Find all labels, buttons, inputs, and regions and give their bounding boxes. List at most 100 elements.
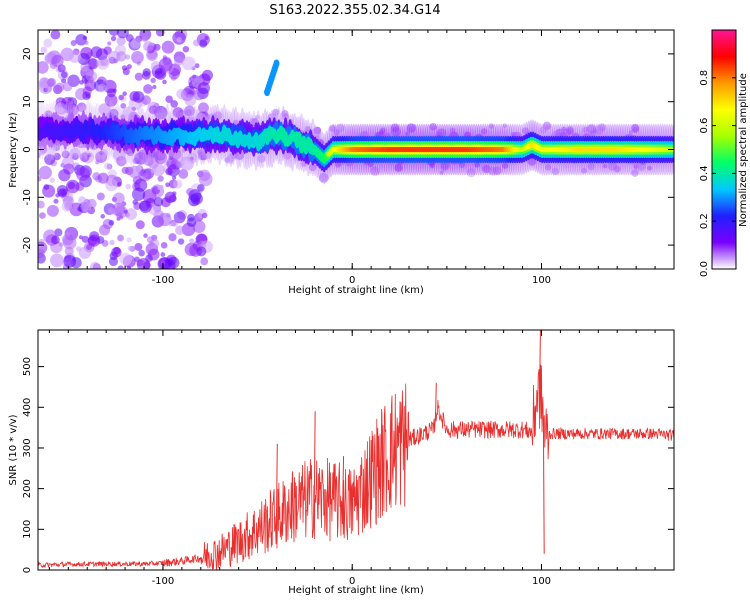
heatmap-cell [154, 151, 167, 165]
heatmap-cell [179, 156, 194, 171]
heatmap-cell [510, 131, 516, 137]
colorbar-tick-label: 0.2 [699, 213, 710, 229]
heatmap-cell [439, 170, 444, 175]
snr-x-tick-label: 100 [532, 576, 551, 587]
heatmap-cell [158, 212, 172, 227]
heatmap-cell [126, 64, 132, 70]
heatmap-cell [168, 233, 177, 242]
snr-x-tick-label: 0 [349, 576, 355, 587]
heatmap-cell [466, 168, 476, 178]
heatmap-cell [100, 214, 106, 219]
heatmap-cell [155, 30, 165, 37]
heatmap-y-tick-label: 20 [22, 48, 33, 61]
heatmap-cell [38, 200, 45, 209]
heatmap-cell [79, 152, 90, 162]
colorbar-tick-label: 0.0 [699, 261, 710, 277]
heatmap-cell [318, 172, 329, 183]
heatmap-cell [551, 167, 560, 176]
heatmap-cell [602, 164, 608, 169]
heatmap-cell [198, 172, 213, 187]
heatmap-cell [76, 102, 87, 113]
heatmap-cell [85, 70, 98, 83]
heatmap-cell [104, 93, 118, 107]
heatmap-cell [143, 155, 154, 166]
heatmap-cell [109, 239, 115, 246]
snr-y-tick-label: 200 [22, 479, 33, 498]
heatmap-cell [153, 43, 161, 51]
heatmap-cell [130, 38, 141, 49]
heatmap-cell [79, 80, 84, 85]
heatmap-cell [50, 30, 61, 40]
figure-title: S163.2022.355.02.34.G14 [269, 3, 440, 18]
heatmap-cell [135, 220, 145, 230]
heatmap-cell [127, 245, 133, 251]
heatmap-cell [38, 241, 48, 255]
heatmap-cell [178, 169, 189, 179]
heatmap-cell [201, 149, 212, 160]
heatmap-cell [613, 165, 621, 173]
heatmap-cell [126, 265, 132, 269]
heatmap-cell [176, 88, 187, 100]
heatmap-cell [76, 167, 91, 182]
heatmap-cell [111, 247, 122, 258]
heatmap-cell [117, 234, 124, 242]
heatmap-cell [142, 71, 151, 80]
heatmap-cell [116, 155, 127, 167]
heatmap-cell [186, 217, 197, 227]
heatmap-cell [480, 128, 488, 135]
heatmap-cell [116, 30, 129, 39]
heatmap-cell [45, 85, 52, 93]
colorbar-ticks: 0.0 0.2 0.4 0.6 0.8 [699, 70, 736, 277]
heatmap-cell [61, 150, 70, 159]
heatmap-cell [150, 77, 156, 84]
heatmap-cell [257, 154, 266, 163]
heatmap-cell [328, 124, 336, 132]
heatmap-cell [334, 161, 341, 168]
heatmap-cell [63, 255, 77, 268]
heatmap-cell [143, 84, 153, 94]
heatmap-cell [406, 123, 417, 133]
heatmap-cell [566, 127, 574, 136]
heatmap-cell [152, 163, 165, 177]
heatmap-cell [631, 124, 640, 133]
heatmap-cell [184, 94, 197, 107]
heatmap-cell [86, 81, 91, 86]
colorbar-tick-label: 0.4 [699, 165, 710, 181]
heatmap-cell [544, 164, 552, 171]
colorbar-tick-label: 0.8 [699, 70, 710, 86]
heatmap-cell [370, 166, 380, 176]
heatmap-cell [107, 164, 113, 170]
heatmap-cell [141, 95, 151, 105]
heatmap-cell [132, 157, 140, 164]
heatmap-cell [54, 82, 65, 93]
heatmap-cell [157, 175, 164, 182]
heatmap-cell [38, 253, 46, 264]
heatmap-cell [474, 162, 480, 168]
heatmap-cell [165, 168, 173, 176]
heatmap-cell [87, 153, 92, 158]
heatmap-cell [142, 172, 149, 180]
snr-spike [542, 417, 545, 554]
heatmap-cell [143, 233, 148, 238]
heatmap-cell [580, 167, 587, 174]
heatmap-cell [273, 59, 280, 68]
heatmap-cell [82, 35, 88, 41]
snr-axes: -100 0 100 0 100 200 300 400 500 [22, 330, 675, 587]
heatmap-cell [43, 38, 53, 48]
heatmap-cell [60, 78, 67, 84]
heatmap-cell [160, 252, 166, 257]
heatmap-cell [201, 212, 208, 219]
heatmap-cell [165, 95, 173, 103]
heatmap-cell [281, 110, 289, 118]
heatmap-cell [46, 146, 56, 157]
heatmap-cell [631, 169, 639, 177]
heatmap-cell [143, 41, 154, 52]
heatmap-cell [47, 77, 57, 87]
heatmap-cell [38, 165, 52, 180]
heatmap-cell [394, 163, 403, 172]
heatmap-cells [38, 30, 674, 269]
heatmap-cell [139, 200, 152, 214]
heatmap-cell [108, 219, 115, 226]
heatmap-cell [134, 178, 148, 192]
snr-spike [539, 330, 541, 396]
